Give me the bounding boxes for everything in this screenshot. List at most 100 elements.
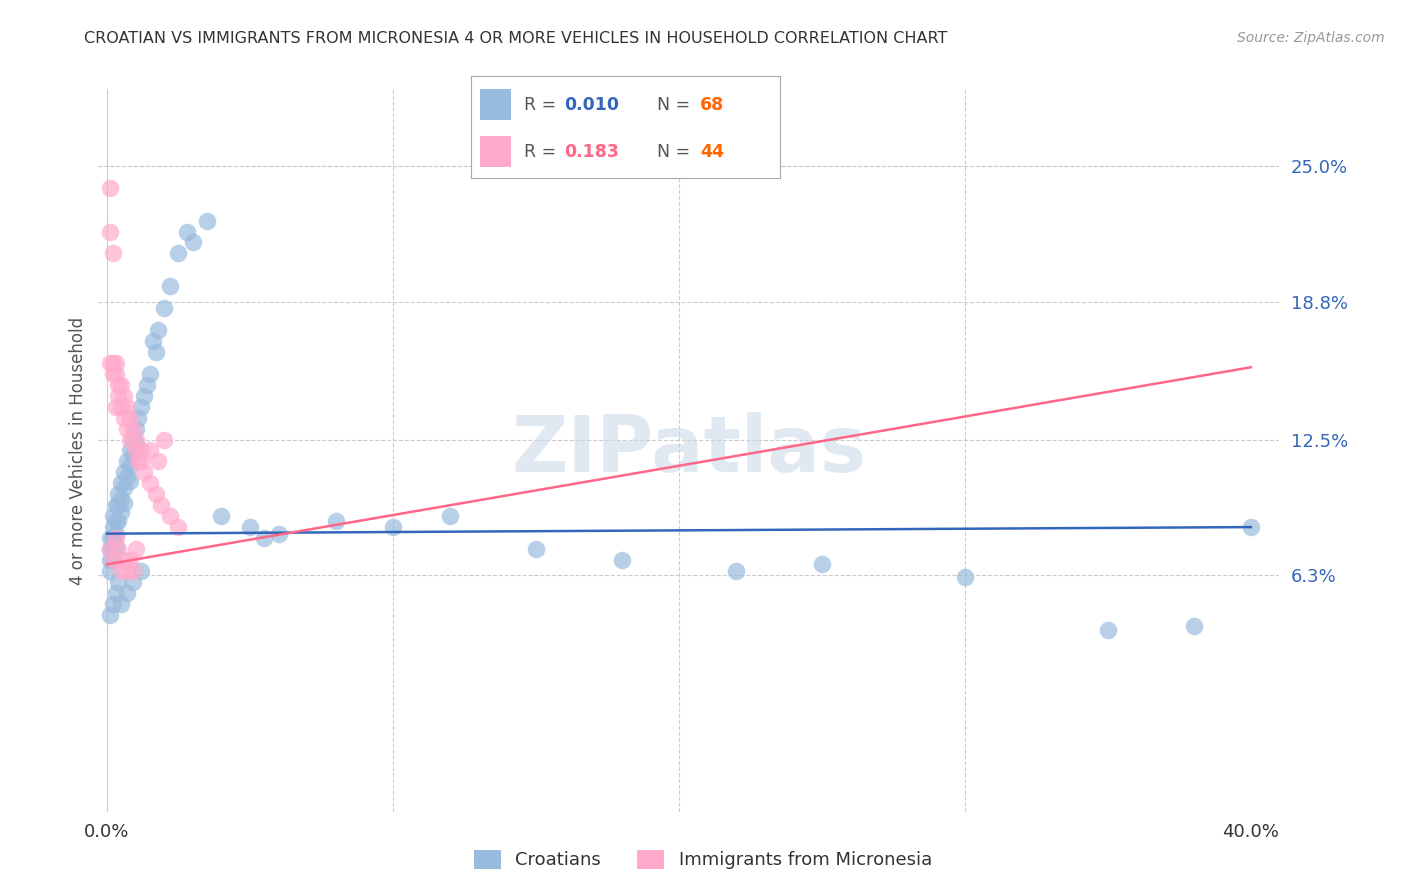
Point	[381, 520, 404, 534]
Point	[110, 400, 132, 414]
Point	[98, 553, 121, 567]
Point	[1097, 623, 1119, 637]
Point	[153, 433, 176, 447]
Point	[439, 509, 461, 524]
Point	[953, 570, 976, 584]
Point	[104, 367, 127, 381]
Point	[325, 514, 347, 528]
Point	[115, 421, 138, 435]
Point	[195, 213, 218, 227]
Point	[131, 443, 153, 458]
Point	[98, 541, 121, 556]
Point	[98, 607, 121, 622]
Point	[101, 531, 124, 545]
Point	[118, 553, 141, 567]
Text: 0.183: 0.183	[564, 143, 619, 161]
Point	[98, 180, 121, 194]
Point	[101, 509, 124, 524]
Point	[134, 466, 156, 480]
Point	[121, 564, 143, 578]
Point	[159, 509, 181, 524]
Point	[1240, 520, 1263, 534]
Point	[181, 235, 204, 250]
Point	[110, 597, 132, 611]
Point	[112, 410, 135, 425]
Point	[98, 541, 121, 556]
Point	[101, 367, 124, 381]
Point	[1182, 618, 1205, 632]
Point	[148, 323, 170, 337]
Point	[167, 520, 190, 534]
Point	[153, 301, 176, 315]
Point	[253, 531, 276, 545]
Point	[104, 400, 127, 414]
Point	[127, 410, 149, 425]
Point	[524, 541, 547, 556]
Point	[127, 454, 149, 468]
Point	[98, 356, 121, 370]
Point	[112, 466, 135, 480]
Point	[104, 586, 127, 600]
Point	[142, 334, 165, 348]
Point	[107, 498, 129, 512]
Point	[107, 487, 129, 501]
Point	[267, 526, 290, 541]
Point	[167, 246, 190, 260]
Point	[101, 520, 124, 534]
Point	[118, 474, 141, 488]
Point	[124, 541, 146, 556]
FancyBboxPatch shape	[481, 89, 512, 120]
Point	[110, 505, 132, 519]
Point	[107, 389, 129, 403]
Legend: Croatians, Immigrants from Micronesia: Croatians, Immigrants from Micronesia	[465, 841, 941, 879]
Point	[101, 541, 124, 556]
Point	[118, 458, 141, 473]
Point	[136, 377, 159, 392]
Point	[239, 520, 262, 534]
Text: CROATIAN VS IMMIGRANTS FROM MICRONESIA 4 OR MORE VEHICLES IN HOUSEHOLD CORRELATI: CROATIAN VS IMMIGRANTS FROM MICRONESIA 4…	[84, 31, 948, 46]
Text: ZIPatlas: ZIPatlas	[512, 412, 866, 489]
Point	[121, 574, 143, 589]
Point	[139, 443, 162, 458]
Text: R =: R =	[523, 143, 561, 161]
Text: 0.010: 0.010	[564, 95, 619, 113]
Point	[101, 597, 124, 611]
Point	[112, 553, 135, 567]
Point	[107, 541, 129, 556]
Point	[118, 410, 141, 425]
Point	[115, 469, 138, 483]
Point	[139, 367, 162, 381]
Point	[112, 496, 135, 510]
Text: R =: R =	[523, 95, 561, 113]
Text: N =: N =	[657, 95, 696, 113]
Point	[131, 564, 153, 578]
Point	[107, 514, 129, 528]
Point	[124, 443, 146, 458]
Point	[115, 400, 138, 414]
Point	[107, 377, 129, 392]
Point	[176, 225, 198, 239]
FancyBboxPatch shape	[481, 136, 512, 167]
Point	[610, 553, 633, 567]
Point	[139, 476, 162, 491]
Point	[110, 377, 132, 392]
Point	[134, 389, 156, 403]
Point	[110, 476, 132, 491]
Point	[145, 345, 167, 359]
Point	[115, 586, 138, 600]
Point	[104, 526, 127, 541]
Point	[118, 443, 141, 458]
Point	[112, 481, 135, 495]
Point	[101, 553, 124, 567]
Point	[98, 564, 121, 578]
Point	[124, 433, 146, 447]
Y-axis label: 4 or more Vehicles in Household: 4 or more Vehicles in Household	[69, 317, 87, 584]
Text: Source: ZipAtlas.com: Source: ZipAtlas.com	[1237, 31, 1385, 45]
Point	[159, 279, 181, 293]
Point	[118, 433, 141, 447]
Point	[104, 531, 127, 545]
Point	[98, 531, 121, 545]
Point	[124, 421, 146, 435]
Point	[148, 454, 170, 468]
Point	[725, 564, 748, 578]
